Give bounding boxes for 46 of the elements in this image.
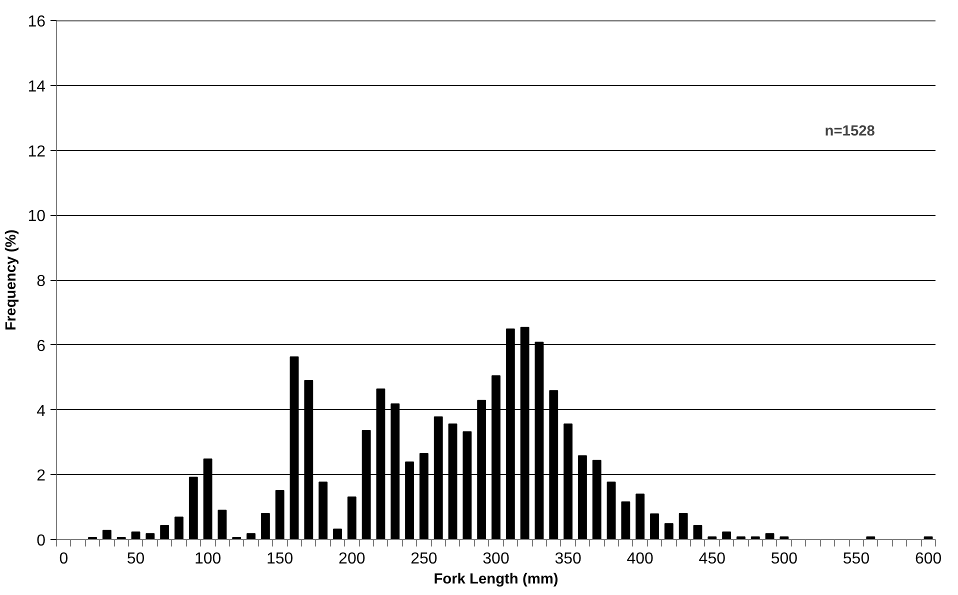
x-tick-label: 350 (554, 550, 582, 568)
y-tick-label: 8 (36, 273, 46, 290)
bar (664, 523, 674, 540)
x-tick-label: 450 (698, 550, 726, 568)
y-tick-label: 10 (28, 208, 46, 226)
bar (636, 494, 645, 540)
y-tick-label: 12 (28, 143, 46, 160)
bar (621, 501, 630, 540)
bar (174, 516, 184, 540)
x-tick-label: 500 (770, 550, 798, 568)
x-tick-label: 550 (842, 550, 870, 568)
x-tick-label: 200 (338, 550, 366, 568)
y-tick-label: 4 (36, 402, 46, 420)
bar (678, 513, 688, 540)
y-tick-label: 6 (36, 338, 46, 355)
bar (146, 533, 155, 540)
x-axis-title: Fork Length (mm) (434, 572, 558, 588)
x-tick-label: 0 (59, 550, 68, 568)
bar (275, 490, 284, 540)
y-tick-label: 0 (36, 532, 46, 550)
bar (260, 513, 270, 540)
x-tick-label: 250 (410, 550, 438, 568)
bar (102, 530, 112, 540)
x-tick-label: 50 (126, 550, 145, 568)
y-tick-label: 16 (28, 14, 46, 30)
bar (131, 532, 140, 540)
bar (693, 525, 702, 540)
annotation: n=1528 (824, 124, 875, 140)
bar (722, 532, 732, 540)
bar (347, 496, 356, 540)
bar (333, 528, 342, 540)
bar (160, 525, 170, 540)
y-tick-label: 14 (28, 78, 46, 96)
x-tick-label: 600 (914, 550, 942, 568)
y-axis-title: Frequency (%) (4, 229, 20, 330)
x-tick-label: 150 (266, 550, 294, 568)
x-tick-label: 400 (626, 550, 654, 568)
x-tick-label: 100 (194, 550, 222, 568)
bar (218, 510, 227, 540)
bar (318, 482, 328, 540)
y-tick-label: 2 (36, 468, 46, 485)
bar (606, 482, 616, 540)
bar (765, 533, 774, 540)
x-tick-label: 300 (482, 550, 510, 568)
bar (246, 533, 256, 540)
bar (650, 513, 659, 540)
